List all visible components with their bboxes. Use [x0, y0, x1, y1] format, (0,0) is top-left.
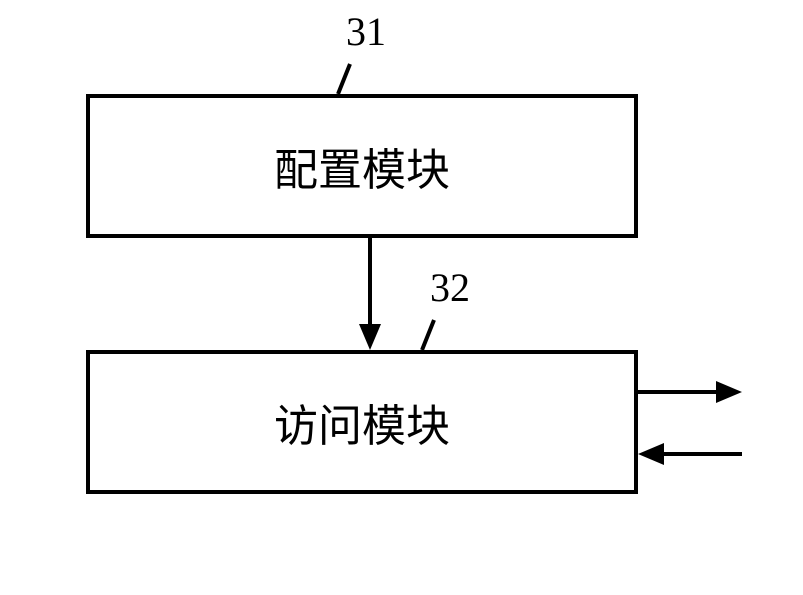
diagram-canvas: 配置模块 访问模块 31 32: [0, 0, 803, 595]
access-module-box: 访问模块: [86, 350, 638, 494]
access-module-label: 访问模块: [274, 390, 450, 454]
config-module-label: 配置模块: [274, 134, 450, 198]
ref-number-32: 32: [430, 264, 470, 311]
connector-layer: [0, 0, 803, 595]
config-module-box: 配置模块: [86, 94, 638, 238]
ref-number-31: 31: [346, 8, 386, 55]
